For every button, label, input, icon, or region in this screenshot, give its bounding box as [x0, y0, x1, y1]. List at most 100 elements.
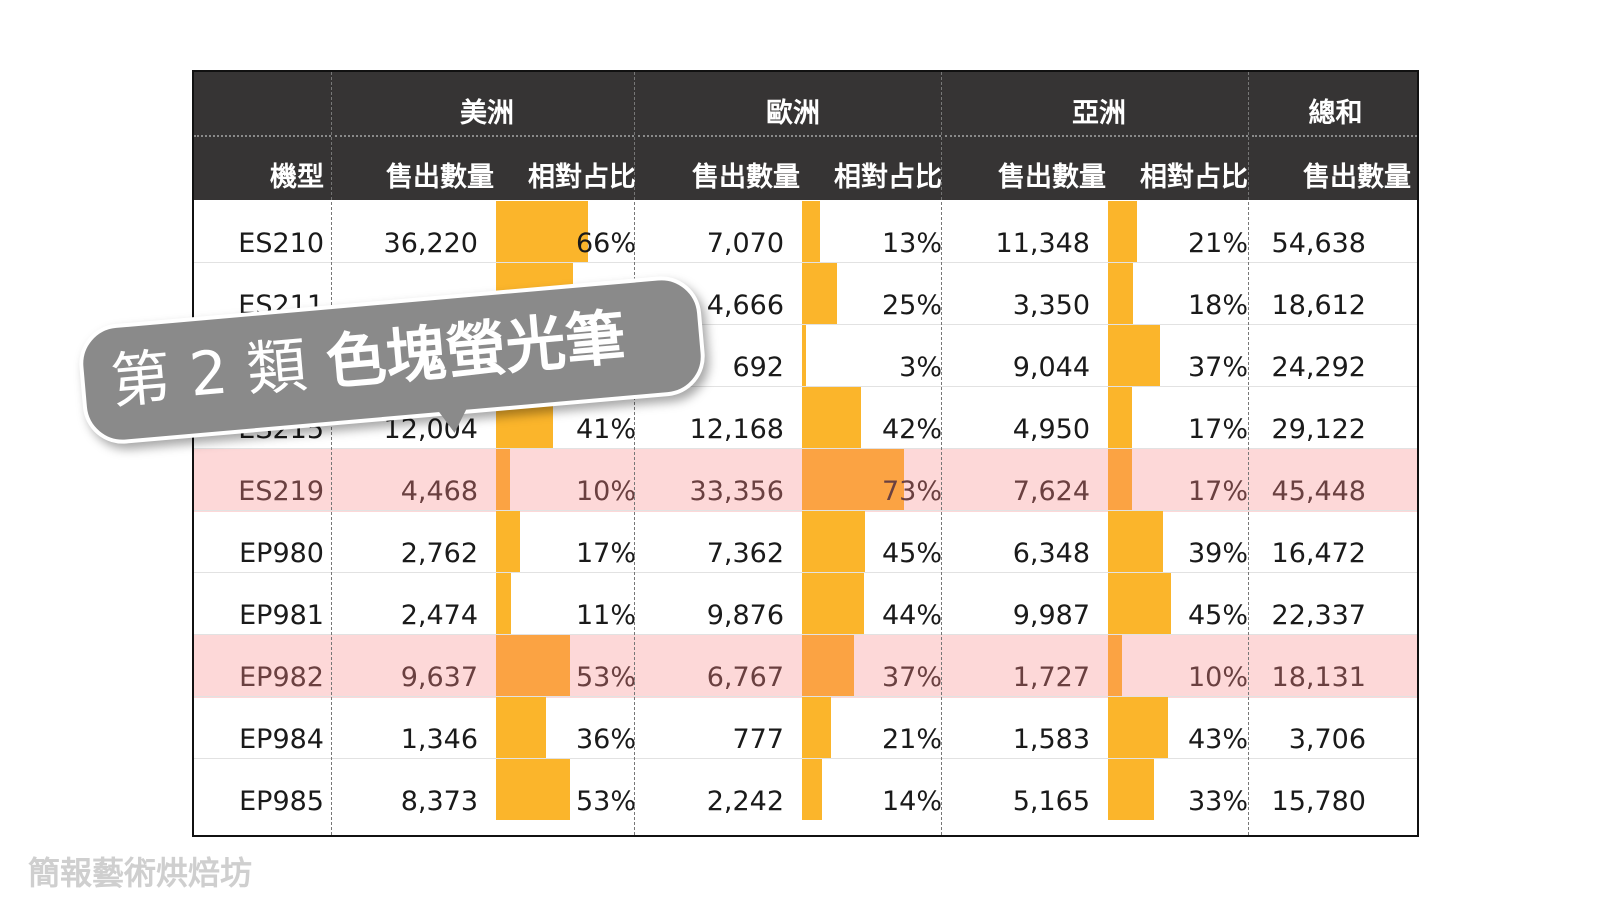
americas-pct-cell: 36%: [575, 724, 636, 755]
row-divider: [194, 758, 1417, 759]
share-bar: [802, 511, 865, 572]
share-bar: [1108, 201, 1137, 262]
header-divider: [194, 135, 331, 137]
total-qty-cell: 29,122: [1271, 414, 1366, 445]
row-divider: [194, 634, 1417, 635]
callout-pointer: [436, 405, 471, 435]
header-divider: [638, 135, 941, 137]
row-divider: [194, 386, 1417, 387]
column-divider: [1248, 72, 1249, 835]
asia-pct-cell: 17%: [1187, 414, 1248, 445]
europe-qty-cell: 9,876: [706, 600, 784, 631]
europe-pct-cell: 73%: [881, 476, 942, 507]
model-cell: ES210: [238, 228, 324, 259]
asia-qty-cell: 9,044: [1012, 352, 1090, 383]
americas-qty-cell: 8,373: [400, 786, 478, 817]
share-bar: [1108, 449, 1132, 510]
share-bar: [802, 387, 861, 448]
americas-pct-cell: 53%: [575, 786, 636, 817]
callout-category: 第 2 類: [107, 330, 310, 418]
europe-qty-cell: 12,168: [689, 414, 784, 445]
asia-qty-cell: 6,348: [1012, 538, 1090, 569]
americas-pct-cell: 66%: [575, 228, 636, 259]
column-header-asia-qty: 售出數量: [998, 162, 1106, 193]
share-bar: [802, 759, 822, 820]
europe-pct-cell: 13%: [881, 228, 942, 259]
model-cell: EP985: [239, 786, 324, 817]
asia-qty-cell: 3,350: [1012, 290, 1090, 321]
column-divider: [634, 72, 635, 835]
table-header: 美洲 歐洲 亞洲 總和 機型 售出數量 相對占比 售出數量 相對占比 售出數量 …: [194, 72, 1417, 200]
share-bar: [802, 263, 837, 324]
europe-pct-cell: 3%: [899, 352, 942, 383]
americas-pct-cell: 10%: [575, 476, 636, 507]
asia-qty-cell: 5,165: [1012, 786, 1090, 817]
row-divider: [194, 324, 1417, 325]
column-header-asia-pct: 相對占比: [1140, 162, 1248, 193]
americas-pct-cell: 41%: [575, 414, 636, 445]
share-bar: [802, 635, 854, 696]
model-cell: EP980: [239, 538, 324, 569]
model-cell: EP984: [239, 724, 324, 755]
americas-qty-cell: 36,220: [383, 228, 478, 259]
total-qty-cell: 24,292: [1271, 352, 1366, 383]
header-divider: [1252, 135, 1417, 137]
share-bar: [802, 325, 806, 386]
column-header-americas-qty: 售出數量: [386, 162, 494, 193]
europe-pct-cell: 14%: [881, 786, 942, 817]
asia-qty-cell: 1,727: [1012, 662, 1090, 693]
watermark: 簡報藝術烘焙坊: [28, 854, 253, 892]
share-bar: [496, 449, 510, 510]
group-header-asia: 亞洲: [1072, 98, 1126, 129]
europe-qty-cell: 4,666: [706, 290, 784, 321]
europe-pct-cell: 45%: [881, 538, 942, 569]
americas-pct-cell: 53%: [575, 662, 636, 693]
column-header-europe-qty: 售出數量: [692, 162, 800, 193]
share-bar: [1108, 697, 1168, 758]
americas-pct-cell: 17%: [575, 538, 636, 569]
row-divider: [194, 510, 1417, 511]
asia-qty-cell: 4,950: [1012, 414, 1090, 445]
share-bar: [802, 573, 864, 634]
row-divider: [194, 572, 1417, 573]
total-qty-cell: 18,131: [1271, 662, 1366, 693]
share-bar: [802, 449, 904, 510]
asia-pct-cell: 17%: [1187, 476, 1248, 507]
model-cell: EP982: [239, 662, 324, 693]
asia-pct-cell: 45%: [1187, 600, 1248, 631]
column-header-europe-pct: 相對占比: [834, 162, 942, 193]
column-divider: [941, 72, 942, 835]
asia-qty-cell: 11,348: [995, 228, 1090, 259]
europe-qty-cell: 692: [732, 352, 784, 383]
total-qty-cell: 54,638: [1271, 228, 1366, 259]
total-qty-cell: 3,706: [1288, 724, 1366, 755]
europe-pct-cell: 25%: [881, 290, 942, 321]
share-bar: [496, 759, 570, 820]
row-divider: [194, 696, 1417, 697]
europe-qty-cell: 7,070: [706, 228, 784, 259]
total-qty-cell: 18,612: [1271, 290, 1366, 321]
header-divider: [945, 135, 1248, 137]
share-bar: [496, 697, 546, 758]
asia-qty-cell: 9,987: [1012, 600, 1090, 631]
americas-qty-cell: 2,762: [400, 538, 478, 569]
europe-qty-cell: 7,362: [706, 538, 784, 569]
europe-qty-cell: 6,767: [706, 662, 784, 693]
share-bar: [496, 511, 520, 572]
column-divider: [331, 72, 332, 835]
americas-qty-cell: 4,468: [400, 476, 478, 507]
asia-pct-cell: 18%: [1187, 290, 1248, 321]
group-header-europe: 歐洲: [766, 98, 820, 129]
sales-table: 美洲 歐洲 亞洲 總和 機型 售出數量 相對占比 售出數量 相對占比 售出數量 …: [192, 70, 1419, 837]
share-bar: [1108, 635, 1122, 696]
europe-pct-cell: 42%: [881, 414, 942, 445]
total-qty-cell: 22,337: [1271, 600, 1366, 631]
asia-pct-cell: 21%: [1187, 228, 1248, 259]
europe-pct-cell: 21%: [881, 724, 942, 755]
americas-pct-cell: 11%: [575, 600, 636, 631]
total-qty-cell: 16,472: [1271, 538, 1366, 569]
share-bar: [1108, 387, 1132, 448]
share-bar: [1108, 573, 1171, 634]
share-bar: [802, 697, 831, 758]
asia-qty-cell: 1,583: [1012, 724, 1090, 755]
